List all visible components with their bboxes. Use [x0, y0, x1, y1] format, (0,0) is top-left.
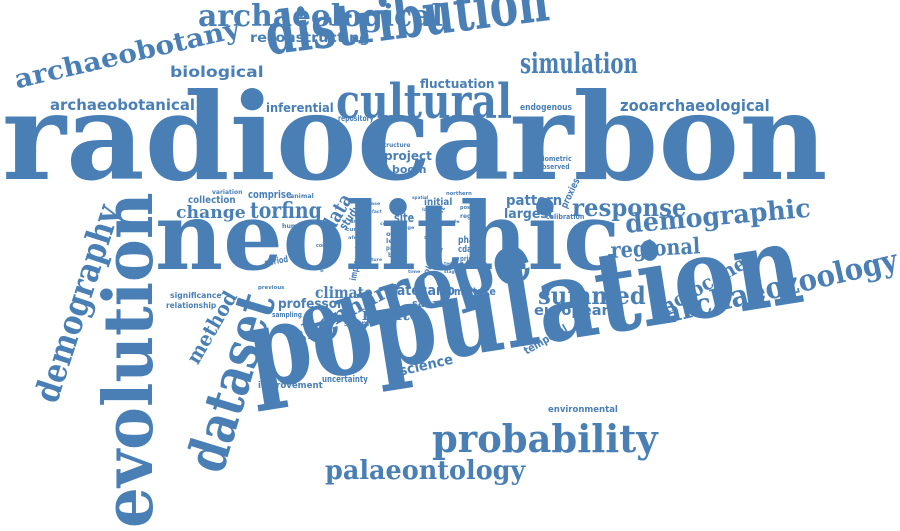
word-summed: summed — [538, 281, 646, 310]
word-bronze: bronze — [350, 219, 369, 225]
word-archaeobotanical: archaeobotanical — [50, 96, 195, 114]
word-environmental: environmental — [548, 405, 618, 415]
word-positive: positive — [460, 205, 483, 211]
word-biological: biological — [170, 63, 264, 81]
word-project: project — [384, 149, 432, 163]
word-cdates: cdates — [458, 245, 484, 255]
word-climate: climate — [315, 283, 373, 302]
word-collection: collection — [188, 195, 236, 206]
word-future: future — [366, 257, 383, 262]
word-phase: phase — [458, 235, 484, 246]
word-carlo: carlo — [420, 283, 456, 299]
word-largest: largest — [504, 207, 554, 222]
word-date: date — [388, 283, 420, 299]
word-sample: sample — [344, 319, 375, 328]
word-professor: professor — [278, 297, 343, 312]
word-calibration: calibration — [546, 213, 585, 221]
word-radiocarbon: radiocarbon — [2, 67, 828, 208]
word-northern: northern — [446, 191, 472, 197]
word-neolithic: neolithic — [155, 182, 621, 292]
word-scale: scale — [424, 235, 441, 241]
word-term: term — [444, 261, 456, 266]
word-fluctuation: fluctuation — [420, 77, 495, 91]
word-curve: curve — [346, 227, 364, 233]
word-region: region — [460, 213, 482, 220]
word-previous: previous — [258, 285, 285, 291]
word-simulation: simulation — [520, 47, 638, 80]
word-variation: variation — [212, 189, 243, 196]
word-endogenous: endogenous — [520, 103, 573, 113]
word-site: site — [394, 211, 415, 225]
word-observed: observed — [538, 163, 570, 171]
word-human: human — [282, 223, 307, 230]
word-context: context — [316, 243, 337, 249]
word-mistake: mistake — [454, 285, 496, 298]
word-european: european — [534, 303, 612, 319]
word-improvement: improvement — [258, 381, 323, 391]
word-spatial: spatial — [412, 195, 429, 200]
word-cultural: cultural — [336, 74, 512, 130]
word-change: change — [176, 203, 246, 223]
word-regional: regional — [609, 233, 701, 264]
word-probability: probability — [432, 416, 658, 461]
word-case: case — [368, 201, 381, 206]
word-animal: animal — [290, 193, 314, 200]
word-africa: africa — [348, 235, 364, 240]
word-age: age — [404, 225, 415, 230]
word-sahara: sahara — [412, 297, 451, 310]
word-last: last — [422, 207, 433, 212]
word-role: role — [448, 219, 460, 224]
word-repository: repository — [338, 114, 374, 123]
word-palaeontology: palaeontology — [325, 456, 526, 486]
word-fact: fact — [372, 209, 382, 214]
word-uncertainty: uncertainty — [322, 375, 368, 385]
word-level: level — [386, 238, 405, 245]
word-zooarchaeological: zooarchaeological — [620, 96, 770, 115]
word-time: time — [408, 269, 421, 274]
word-monte: monte — [362, 304, 420, 325]
word-biometric: biometric — [538, 155, 572, 163]
word-offer: offer — [386, 231, 405, 238]
word-torfing: torfing — [250, 198, 322, 224]
word-inferential: inferential — [266, 101, 334, 115]
word-primary: primary — [460, 255, 484, 263]
word-archaeological: archaeological — [198, 0, 443, 34]
word-pattern: pattern — [506, 193, 563, 209]
word-reconstructing: reconstructing — [250, 31, 370, 46]
word-sampling: sampling — [272, 311, 302, 319]
word-dating: dating — [388, 263, 407, 269]
word-significance: significance — [170, 291, 222, 300]
word-boom: boom — [392, 163, 427, 176]
word-structure: structure — [380, 142, 411, 149]
word-initial: initial — [424, 197, 453, 208]
word-stage: stage — [444, 269, 458, 274]
word-comprise: comprise — [248, 188, 292, 201]
word-bone: bone — [388, 252, 404, 259]
word-paper: paper — [386, 245, 404, 252]
word-core: core — [380, 221, 392, 226]
word-response: response — [572, 193, 687, 222]
word-relationship: relationship — [166, 301, 217, 310]
